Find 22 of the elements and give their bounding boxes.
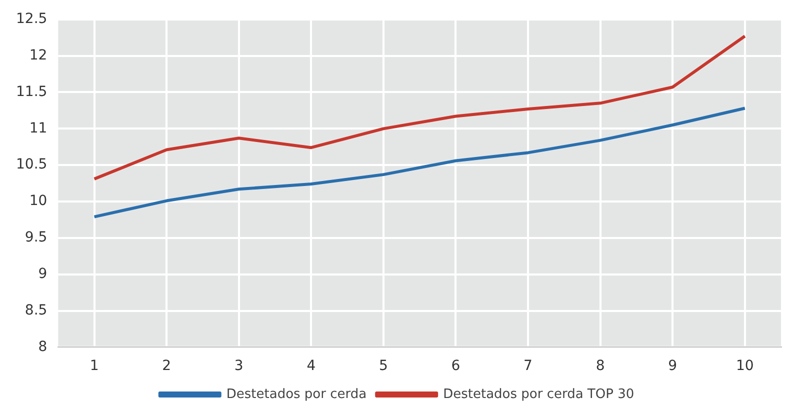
legend-label: Destetados por cerda TOP 30 — [443, 386, 634, 402]
x-tick-label: 9 — [668, 358, 678, 374]
x-tick-label: 2 — [162, 358, 172, 374]
x-tick-label: 10 — [736, 358, 754, 374]
y-tick-label: 8 — [38, 338, 48, 355]
y-tick-label: 11 — [29, 120, 48, 136]
x-tick-label: 3 — [234, 358, 244, 374]
y-tick-label: 9.5 — [24, 230, 48, 246]
x-tick-label: 7 — [524, 358, 532, 374]
y-tick-label: 10.5 — [16, 156, 48, 173]
x-tick-label: 8 — [596, 358, 605, 374]
x-tick-label: 5 — [378, 358, 388, 374]
legend-label: Destetados por cerda — [226, 386, 367, 402]
y-tick-label: 12 — [29, 47, 48, 64]
y-tick-label: 10 — [29, 193, 48, 210]
y-tick-label: 12.5 — [16, 11, 48, 28]
y-tick-label: 8.5 — [24, 302, 48, 318]
x-tick-label: 1 — [90, 358, 99, 374]
y-tick-label: 9 — [38, 266, 48, 282]
y-tick-label: 11.5 — [16, 84, 48, 100]
x-tick-label: 6 — [451, 358, 460, 374]
x-tick-label: 4 — [306, 358, 316, 374]
